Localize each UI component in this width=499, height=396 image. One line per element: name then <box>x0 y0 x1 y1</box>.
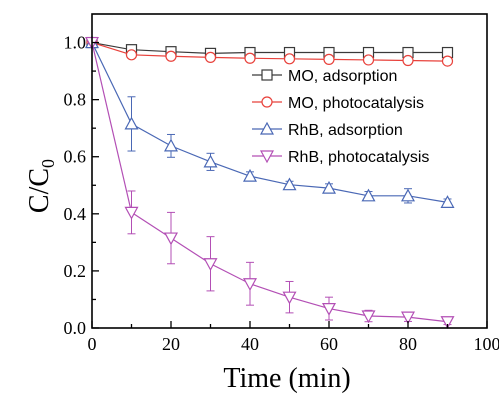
data-point <box>321 180 337 194</box>
data-point <box>244 52 256 64</box>
legend-entry-1: MO, photocatalysis <box>252 95 424 112</box>
series-2 <box>84 35 455 208</box>
data-point <box>321 302 337 316</box>
x-tick-label: 80 <box>399 334 417 354</box>
data-point <box>283 53 296 65</box>
legend: MO, adsorption MO, photocatalysis RhB, ads… <box>252 68 429 166</box>
y-tick-label: 1.0 <box>64 33 87 53</box>
data-point <box>362 54 375 66</box>
data-point <box>124 116 139 130</box>
data-point <box>440 195 455 208</box>
y-tick-label: 0.4 <box>64 204 87 224</box>
data-point <box>361 188 376 202</box>
x-tick-label: 40 <box>241 334 259 354</box>
y-axis-ticks: 0.0 0.2 0.4 0.6 0.8 1.0 <box>64 33 99 338</box>
data-point <box>323 53 335 65</box>
data-point <box>242 168 258 182</box>
legend-marker <box>259 150 275 164</box>
data-point <box>163 232 179 246</box>
y-tick-label: 0.0 <box>64 318 87 338</box>
series-line <box>91 42 448 323</box>
y-tick-label: 0.6 <box>64 147 87 167</box>
data-point <box>203 258 218 272</box>
legend-label: MO, photocatalysis <box>288 95 424 112</box>
data-point <box>440 316 455 329</box>
y-tick-label: 0.2 <box>64 261 87 281</box>
y-axis-title: C/C0 <box>24 159 58 213</box>
data-point <box>204 51 217 63</box>
data-point <box>125 49 138 61</box>
x-axis-title: Time (min) <box>223 363 350 394</box>
data-point <box>165 50 177 62</box>
data-point <box>402 54 414 67</box>
legend-marker <box>261 96 273 108</box>
legend-label: RhB, photocatalysis <box>288 149 429 166</box>
data-point <box>400 188 416 202</box>
legend-entry-3: RhB, photocatalysis <box>252 149 429 166</box>
legend-marker <box>261 69 273 81</box>
legend-label: MO, adsorption <box>288 68 397 85</box>
data-point <box>282 291 297 305</box>
data-point <box>361 310 376 324</box>
legend-entry-0: MO, adsorption <box>252 68 397 85</box>
plot-area <box>84 35 455 329</box>
x-tick-label: 0 <box>88 334 97 354</box>
legend-marker <box>259 121 275 135</box>
series-line <box>91 42 448 203</box>
y-axis-title-main: C/C <box>24 168 55 213</box>
series-line <box>91 41 448 62</box>
data-point <box>441 55 454 67</box>
data-point <box>203 154 218 168</box>
data-point <box>242 278 258 292</box>
y-axis-title-subscript: 0 <box>38 159 58 168</box>
data-point <box>124 206 139 220</box>
data-point <box>163 138 179 152</box>
series-line <box>91 41 448 54</box>
data-point <box>400 311 416 325</box>
legend-label: RhB, adsorption <box>288 122 403 139</box>
x-tick-label: 20 <box>162 334 180 354</box>
legend-entry-2: RhB, adsorption <box>252 121 403 139</box>
y-tick-label: 0.8 <box>64 90 87 110</box>
series-3 <box>84 36 455 329</box>
data-point <box>282 177 297 191</box>
x-axis-ticks: 0 20 40 60 80 100 <box>88 321 499 354</box>
x-tick-label: 100 <box>474 334 499 354</box>
x-tick-label: 60 <box>320 334 338 354</box>
series-1 <box>86 36 454 67</box>
